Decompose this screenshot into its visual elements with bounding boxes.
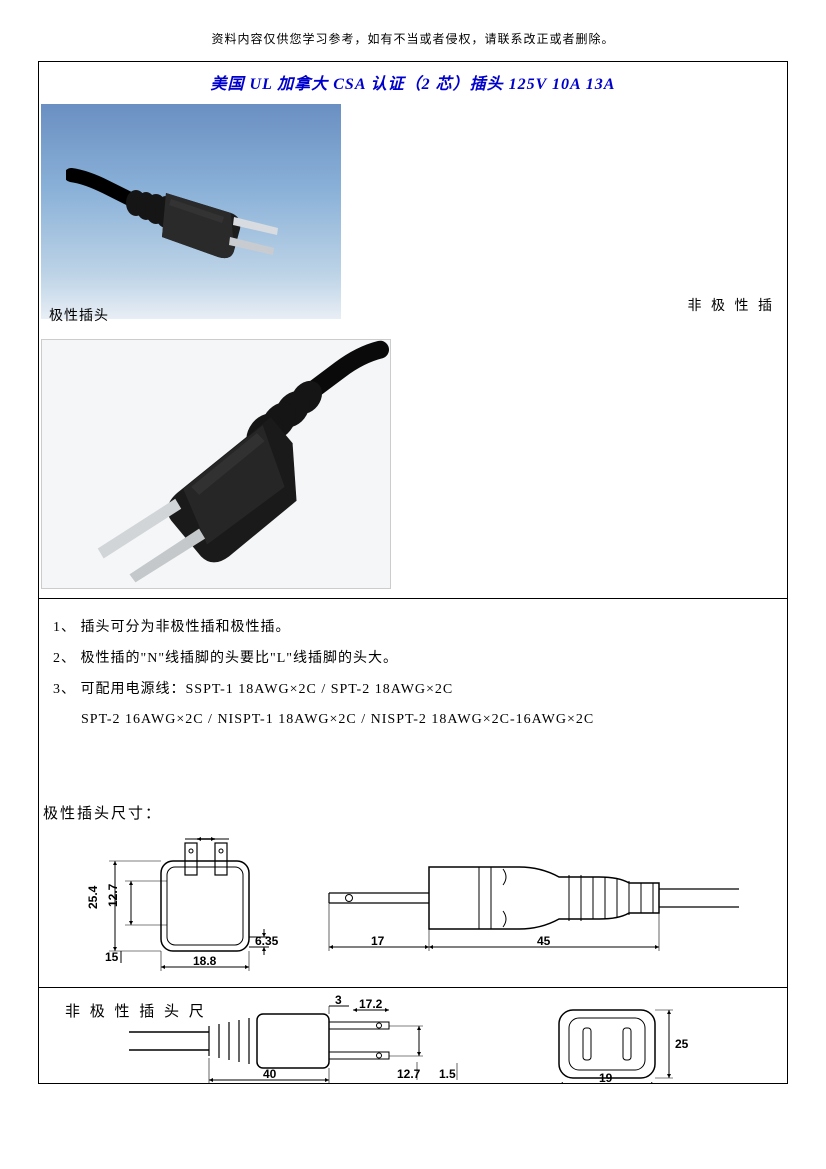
svg-text:40: 40 [263, 1067, 277, 1081]
plug-photo-2 [41, 339, 391, 589]
svg-text:1.5: 1.5 [439, 1067, 456, 1081]
svg-text:25: 25 [675, 1037, 689, 1051]
polar-front-diagram: 8 25.4 12.7 15 [69, 837, 279, 981]
product-title: 美国 UL 加拿大 CSA 认证（2 芯）插头 125V 10A 13A [39, 62, 787, 104]
description-box: 1、 插头可分为非极性插和极性插。 2、 极性插的"N"线插脚的头要比"L"线插… [39, 598, 787, 780]
polar-label: 极性插头 [49, 305, 109, 325]
nonpolar-section: 非 极 性 插 头 尺 [39, 987, 787, 1083]
polar-diagram-row: 8 25.4 12.7 15 [39, 837, 787, 987]
desc-item-1: 1、 插头可分为非极性插和极性插。 [53, 613, 773, 644]
desc-item-2: 2、 极性插的"N"线插脚的头要比"L"线插脚的头大。 [53, 644, 773, 675]
svg-text:25.4: 25.4 [86, 886, 100, 910]
svg-text:6.35: 6.35 [255, 934, 279, 948]
svg-text:15: 15 [105, 950, 119, 964]
plug-illustration-1 [66, 157, 316, 267]
svg-text:18.8: 18.8 [193, 954, 217, 968]
polar-side-diagram: 17 45 [319, 847, 749, 971]
desc-item-3: 3、 可配用电源线：SSPT-1 18AWG×2C / SPT-2 18AWG×… [53, 675, 773, 706]
svg-text:8: 8 [202, 837, 209, 840]
svg-text:12.7: 12.7 [106, 884, 120, 908]
svg-text:17: 17 [371, 934, 385, 948]
plug-photo-1 [41, 104, 341, 319]
polar-dim-title: 极性插头尺寸： [43, 802, 787, 823]
svg-text:17.2: 17.2 [359, 997, 383, 1011]
nonpolar-diagram: 40 3 17.2 [39, 988, 787, 1084]
non-polar-label: 非 极 性 插 [688, 295, 776, 315]
svg-text:19: 19 [599, 1071, 613, 1084]
svg-text:3: 3 [335, 993, 342, 1007]
svg-text:45: 45 [537, 934, 551, 948]
label-row: 非 极 性 插 极性插头 [39, 319, 787, 339]
spec-container: 美国 UL 加拿大 CSA 认证（2 芯）插头 125V 10A 13A [38, 61, 788, 1084]
desc-item-3b: SPT-2 16AWG×2C / NISPT-1 18AWG×2C / NISP… [53, 705, 773, 736]
image-section: 非 极 性 插 极性插头 [39, 104, 787, 598]
disclaimer-text: 资料内容仅供您学习参考，如有不当或者侵权，请联系改正或者删除。 [38, 30, 788, 47]
plug-illustration-2 [42, 339, 390, 589]
